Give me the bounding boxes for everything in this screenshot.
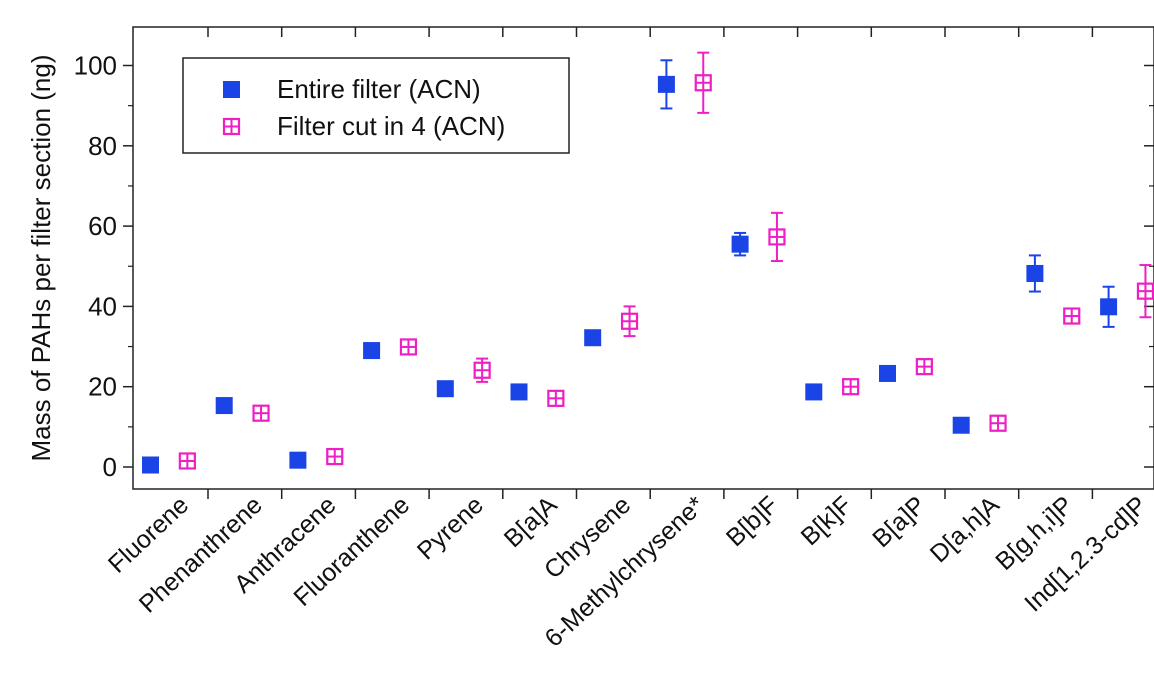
data-point-filter-cut bbox=[917, 359, 932, 374]
data-point-entire-filter bbox=[142, 456, 159, 473]
legend-marker-entire-filter bbox=[223, 81, 240, 98]
data-point-entire-filter bbox=[363, 342, 380, 359]
y-tick-label: 0 bbox=[103, 452, 117, 482]
data-point-filter-cut bbox=[180, 453, 195, 468]
data-point-filter-cut bbox=[843, 379, 858, 394]
x-tick-labels: FluorenePhenanthreneAnthraceneFluoranthe… bbox=[103, 491, 1152, 653]
data-point-filter-cut bbox=[548, 391, 563, 406]
data-point-filter-cut bbox=[769, 229, 784, 244]
data-point-entire-filter bbox=[1026, 265, 1043, 282]
y-axis-title: Mass of PAHs per filter section (ng) bbox=[26, 55, 56, 462]
legend: Entire filter (ACN) Filter cut in 4 (ACN… bbox=[183, 58, 569, 153]
x-tick-label: B[a]A bbox=[499, 491, 563, 553]
data-point-entire-filter bbox=[216, 397, 233, 414]
data-point-filter-cut bbox=[327, 449, 342, 464]
data-point-filter-cut bbox=[475, 363, 490, 378]
data-point-entire-filter bbox=[584, 329, 601, 346]
data-point-filter-cut bbox=[696, 75, 711, 90]
y-tick-label: 100 bbox=[74, 51, 117, 81]
legend-hatched-square bbox=[224, 119, 239, 134]
data-point-entire-filter bbox=[437, 380, 454, 397]
data-point-entire-filter bbox=[658, 76, 675, 93]
legend-label-entire-filter: Entire filter (ACN) bbox=[277, 74, 481, 104]
data-point-entire-filter bbox=[511, 383, 528, 400]
data-point-entire-filter bbox=[805, 383, 822, 400]
data-point-entire-filter bbox=[289, 452, 306, 469]
legend-marker-filter-cut bbox=[224, 119, 239, 134]
data-point-entire-filter bbox=[1100, 298, 1117, 315]
x-tick-label: Pyrene bbox=[412, 491, 489, 566]
data-point-entire-filter bbox=[953, 417, 970, 434]
y-tick-label: 60 bbox=[88, 211, 117, 241]
data-point-filter-cut bbox=[1064, 309, 1079, 324]
data-point-filter-cut bbox=[622, 314, 637, 329]
data-point-entire-filter bbox=[732, 236, 749, 253]
y-tick-label: 80 bbox=[88, 131, 117, 161]
x-tick-label: B[b]F bbox=[721, 491, 784, 552]
legend-label-filter-cut: Filter cut in 4 (ACN) bbox=[277, 111, 505, 141]
y-tick-label: 40 bbox=[88, 291, 117, 321]
x-tick-label: B[k]F bbox=[796, 491, 858, 551]
data-point-filter-cut bbox=[401, 339, 416, 354]
data-point-entire-filter bbox=[879, 365, 896, 382]
y-tick-label: 20 bbox=[88, 372, 117, 402]
x-tick-label: B[a]P bbox=[867, 491, 931, 553]
y-tick-labels: 0 20 40 60 80 100 bbox=[74, 51, 117, 483]
data-point-filter-cut bbox=[1138, 284, 1153, 299]
data-point-filter-cut bbox=[254, 406, 269, 421]
data-point-filter-cut bbox=[991, 416, 1006, 431]
